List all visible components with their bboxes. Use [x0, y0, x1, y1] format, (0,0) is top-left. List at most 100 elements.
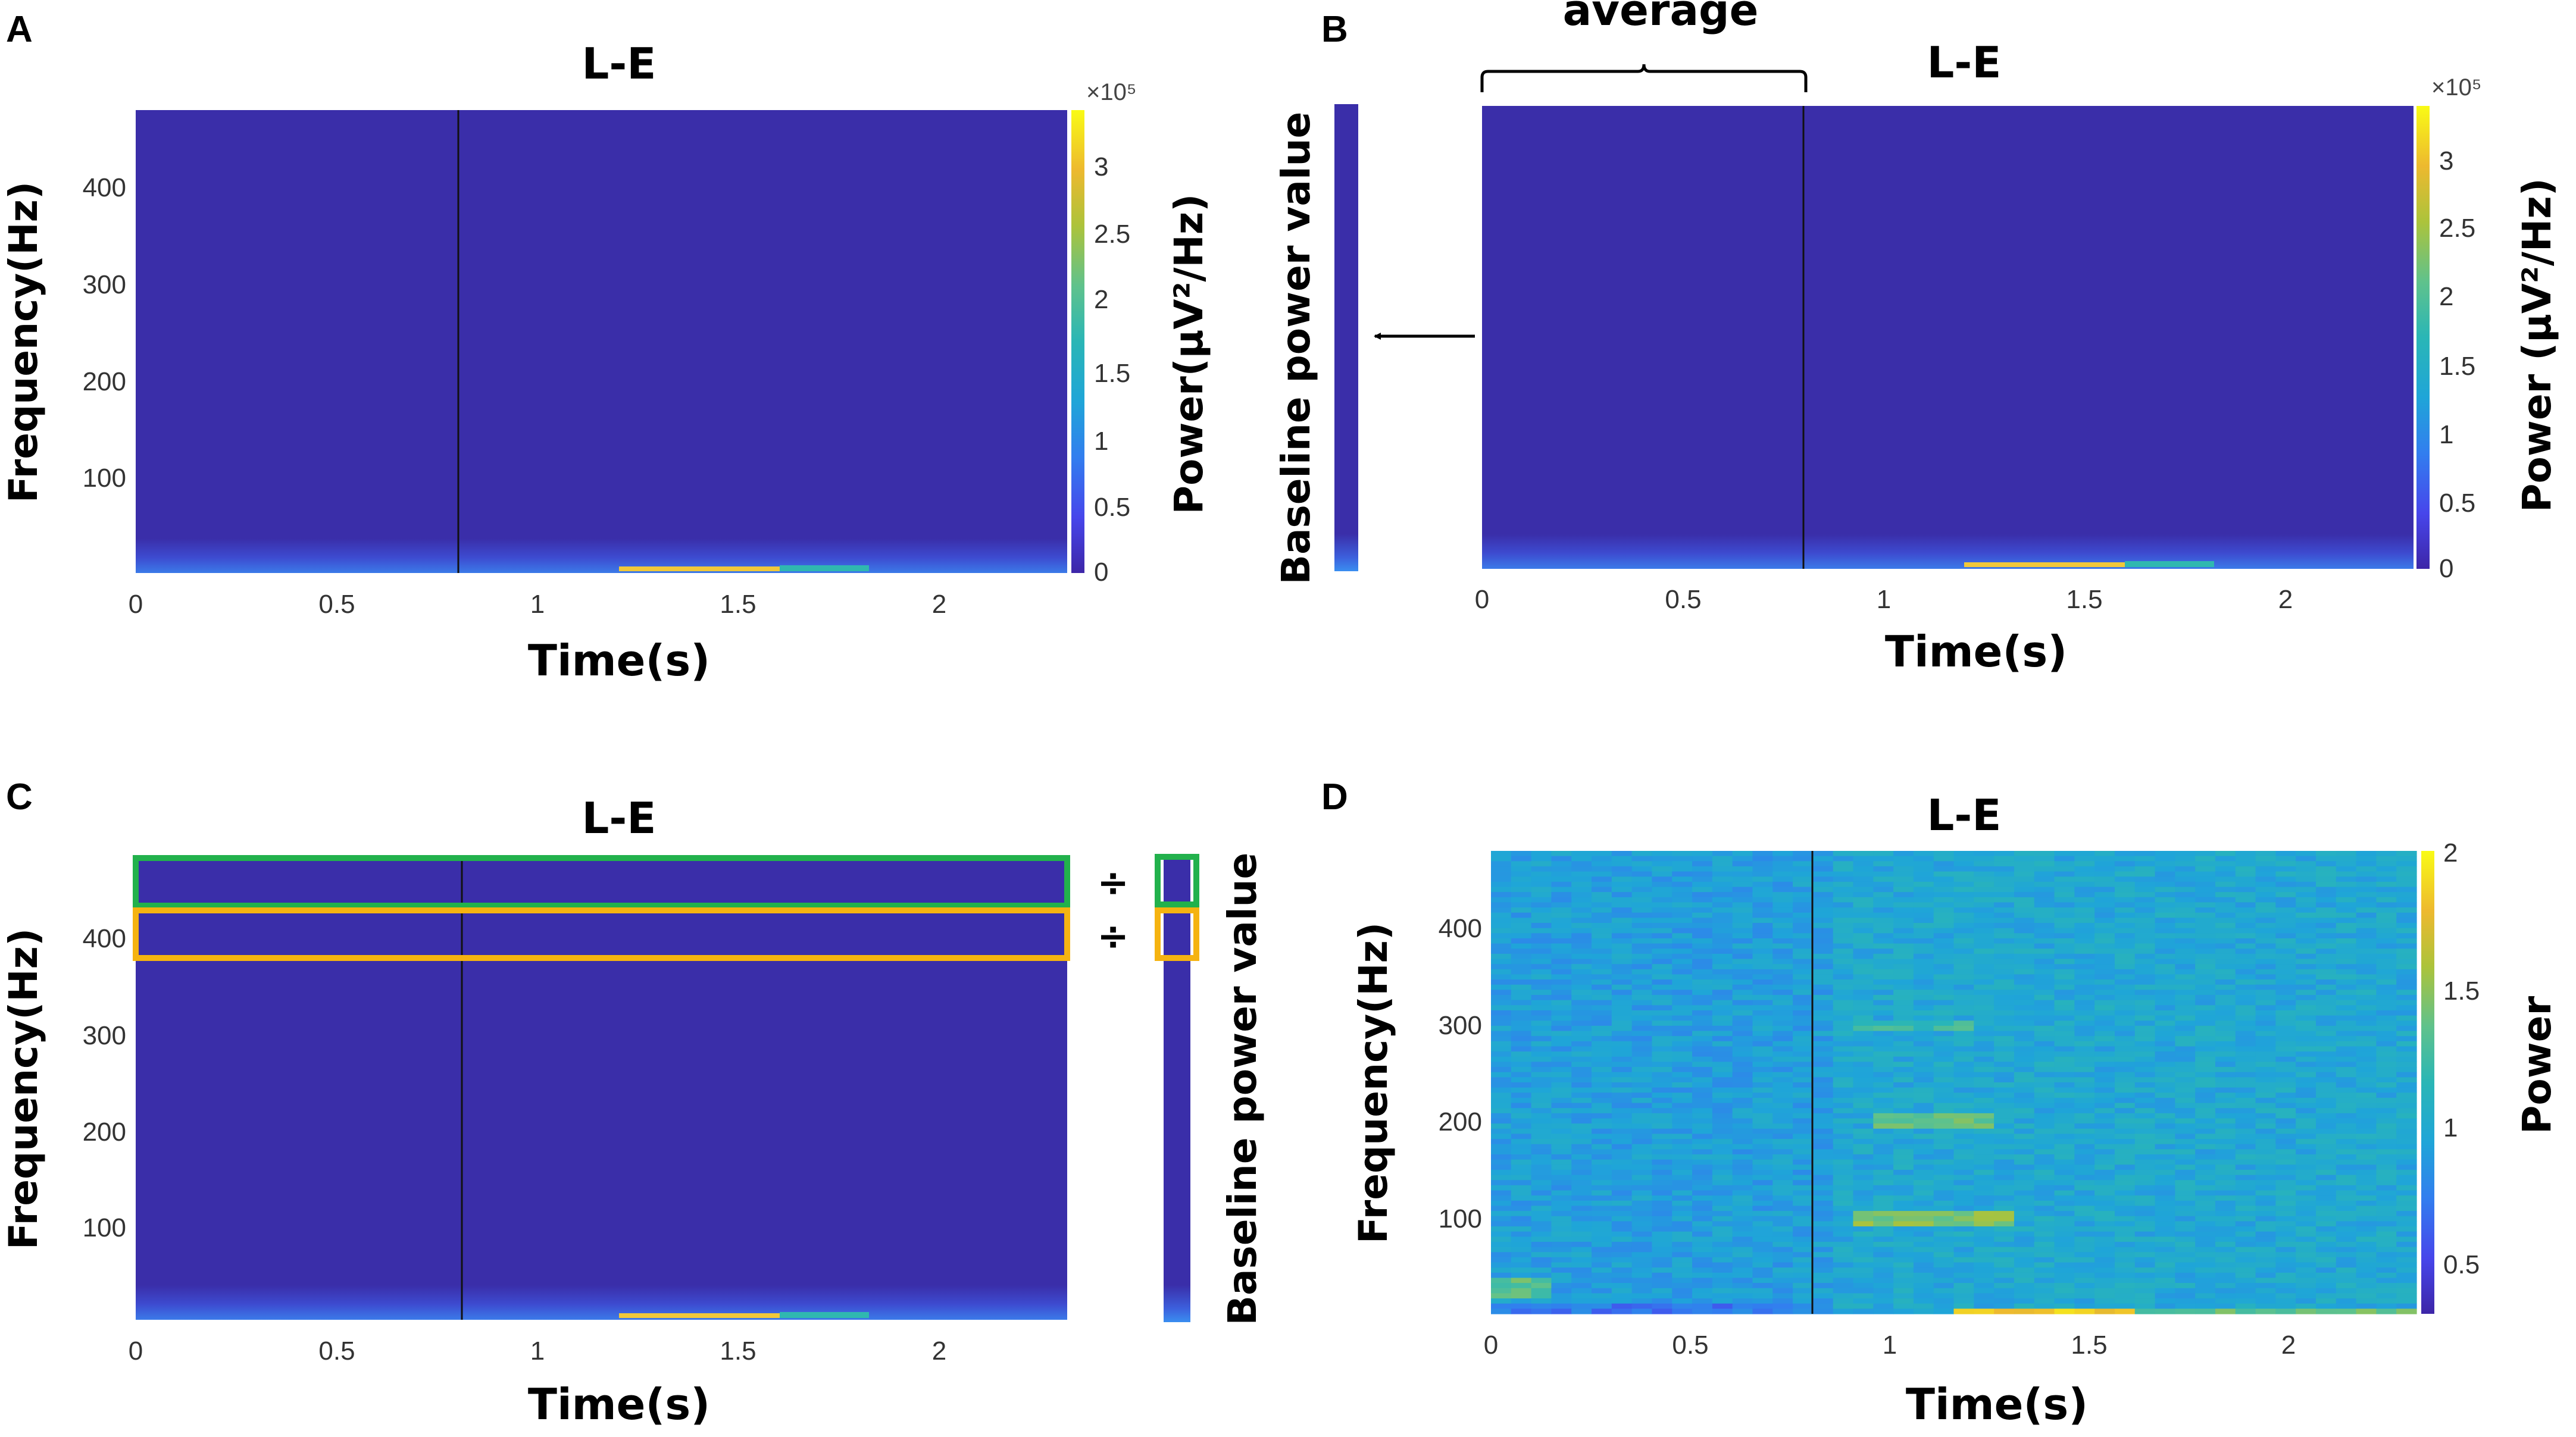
panel-d-heatmap-cell: [1672, 979, 1693, 985]
panel-d-heatmap-cell: [2275, 1293, 2296, 1299]
panel-a-colorbar-tick: 1.5: [1094, 359, 1130, 388]
panel-d-heatmap-cell: [1631, 1154, 1653, 1160]
panel-d-heatmap-cell: [2094, 1154, 2115, 1160]
panel-d-heatmap-cell: [2034, 1175, 2055, 1181]
panel-d-heatmap-cell: [1933, 974, 1955, 980]
panel-d-heatmap-cell: [2155, 1236, 2175, 1242]
panel-d-heatmap-cell: [1631, 1190, 1653, 1196]
panel-d-heatmap-cell: [1491, 1206, 1512, 1211]
panel-d-heatmap-cell: [2195, 1298, 2216, 1304]
panel-d-heatmap-cell: [1692, 912, 1713, 918]
panel-d-heatmap-cell: [2336, 1041, 2357, 1047]
panel-d-heatmap-cell: [2376, 990, 2397, 995]
panel-d-heatmap-cell: [1873, 969, 1894, 975]
panel-d-heatmap-cell: [1712, 1020, 1733, 1026]
panel-d-heatmap-cell: [2114, 1180, 2136, 1186]
panel-d-heatmap-cell: [1873, 912, 1894, 918]
panel-d-heatmap-cell: [1793, 1221, 1814, 1227]
panel-d-heatmap-cell: [1611, 1000, 1633, 1006]
panel-d-heatmap-cell: [2235, 1046, 2256, 1052]
panel-d-heatmap-cell: [1712, 861, 1733, 867]
panel-d-heatmap-cell: [1974, 876, 1994, 882]
panel-d-heatmap-cell: [2094, 1169, 2115, 1176]
panel-d-heatmap-cell: [2315, 1308, 2337, 1314]
panel-d-heatmap-cell: [2356, 1144, 2377, 1150]
panel-d-heatmap-cell: [1551, 1278, 1572, 1283]
panel-d-heatmap-cell: [2195, 1190, 2216, 1196]
panel-d-heatmap-cell: [1812, 1257, 1834, 1263]
panel-d-heatmap-cell: [2034, 974, 2055, 980]
panel-d-heatmap-cell: [2396, 861, 2417, 867]
panel-d-heatmap-cell: [2275, 964, 2296, 970]
panel-d-heatmap-cell: [2235, 1092, 2256, 1098]
panel-d-heatmap-cell: [2054, 1164, 2075, 1170]
panel-d-heatmap-cell: [2255, 887, 2276, 893]
panel-d-heatmap-cell: [1853, 918, 1874, 923]
panel-d-heatmap-cell: [2034, 1241, 2055, 1248]
panel-d-heatmap-cell: [2155, 1062, 2175, 1067]
panel-d-heatmap-cell: [1732, 984, 1753, 990]
panel-d-heatmap-cell: [2094, 1226, 2115, 1232]
panel-d-heatmap-cell: [1531, 1149, 1552, 1155]
panel-d-heatmap-cell: [1732, 856, 1753, 862]
panel-d-heatmap-cell: [2074, 1113, 2095, 1119]
panel-d-heatmap-cell: [2014, 1046, 2035, 1052]
panel-d-heatmap-cell: [2396, 887, 2417, 893]
panel-d-heatmap-cell: [1732, 1206, 1753, 1211]
panel-d-heatmap-cell: [1994, 1072, 2015, 1078]
panel-d-heatmap-cell: [1592, 1087, 1612, 1093]
panel-d-heatmap-cell: [1933, 1144, 1955, 1150]
panel-d-heatmap-cell: [2114, 1190, 2136, 1196]
panel-d-heatmap-cell: [2014, 1262, 2035, 1268]
panel-d-heatmap-cell: [1772, 851, 1793, 857]
panel-d-heatmap-cell: [1873, 1108, 1894, 1114]
panel-d-heatmap-cell: [2195, 1031, 2216, 1037]
panel-d-heatmap-cell: [2114, 1144, 2136, 1150]
panel-d-heatmap-cell: [1531, 866, 1552, 872]
panel-d-heatmap-cell: [2235, 1262, 2256, 1268]
panel-d-heatmap-cell: [1752, 902, 1773, 908]
panel-d-heatmap-cell: [1812, 948, 1834, 954]
panel-c-x-tick: 0.5: [318, 1336, 355, 1366]
panel-d-heatmap-cell: [2376, 1200, 2397, 1207]
panel-d-heatmap-cell: [2275, 1118, 2296, 1124]
panel-d-heatmap-cell: [2396, 1036, 2417, 1042]
panel-d-heatmap-cell: [1772, 902, 1793, 908]
panel-d-heatmap-cell: [2034, 1144, 2055, 1150]
panel-d-heatmap-cell: [1692, 1226, 1713, 1232]
panel-d-heatmap-cell: [1611, 979, 1633, 985]
panel-d-heatmap-cell: [1672, 918, 1693, 923]
panel-d-heatmap-cell: [1812, 856, 1834, 862]
panel-d-heatmap-cell: [1531, 1020, 1552, 1026]
panel-d-heatmap-cell: [2114, 1247, 2136, 1253]
panel-d-heatmap-cell: [2396, 943, 2417, 949]
panel-d-heatmap-cell: [1853, 995, 1874, 1001]
panel-d-heatmap-cell: [1953, 1072, 1974, 1078]
panel-d-heatmap-cell: [1631, 1252, 1653, 1258]
panel-d-heatmap-cell: [2134, 1036, 2156, 1042]
panel-d-heatmap-cell: [1672, 1082, 1693, 1088]
panel-d-heatmap-cell: [1491, 866, 1512, 872]
panel-d-heatmap-cell: [2054, 979, 2075, 985]
panel-d-heatmap-cell: [2094, 856, 2115, 862]
panel-d-heatmap-cell: [1873, 1303, 1894, 1309]
panel-d-heatmap-cell: [1873, 995, 1894, 1001]
panel-d-heatmap-cell: [2255, 938, 2276, 944]
panel-d-heatmap-cell: [1873, 953, 1894, 960]
panel-d-heatmap-cell: [1893, 923, 1914, 929]
panel-d-heatmap-cell: [1873, 943, 1894, 949]
panel-d-heatmap-cell: [2215, 1257, 2236, 1263]
panel-d-heatmap-cell: [2235, 1010, 2256, 1016]
panel-d-heatmap-cell: [2336, 1118, 2357, 1124]
panel-d-heatmap-cell: [1994, 1123, 2015, 1129]
panel-d-heatmap-cell: [1652, 1103, 1672, 1109]
panel-d-heatmap-cell: [1873, 1020, 1894, 1026]
panel-d-heatmap-cell: [2094, 1185, 2115, 1191]
panel-d-heatmap-cell: [2074, 1236, 2095, 1242]
panel-d-heatmap-cell: [1511, 1231, 1532, 1237]
panel-d-heatmap-cell: [1752, 1082, 1773, 1088]
panel-d-heatmap-cell: [2195, 1097, 2216, 1104]
panel-d-heatmap-cell: [2356, 1046, 2377, 1052]
panel-d-heatmap-cell: [1592, 1097, 1612, 1104]
panel-d-heatmap-cell: [2376, 1097, 2397, 1104]
